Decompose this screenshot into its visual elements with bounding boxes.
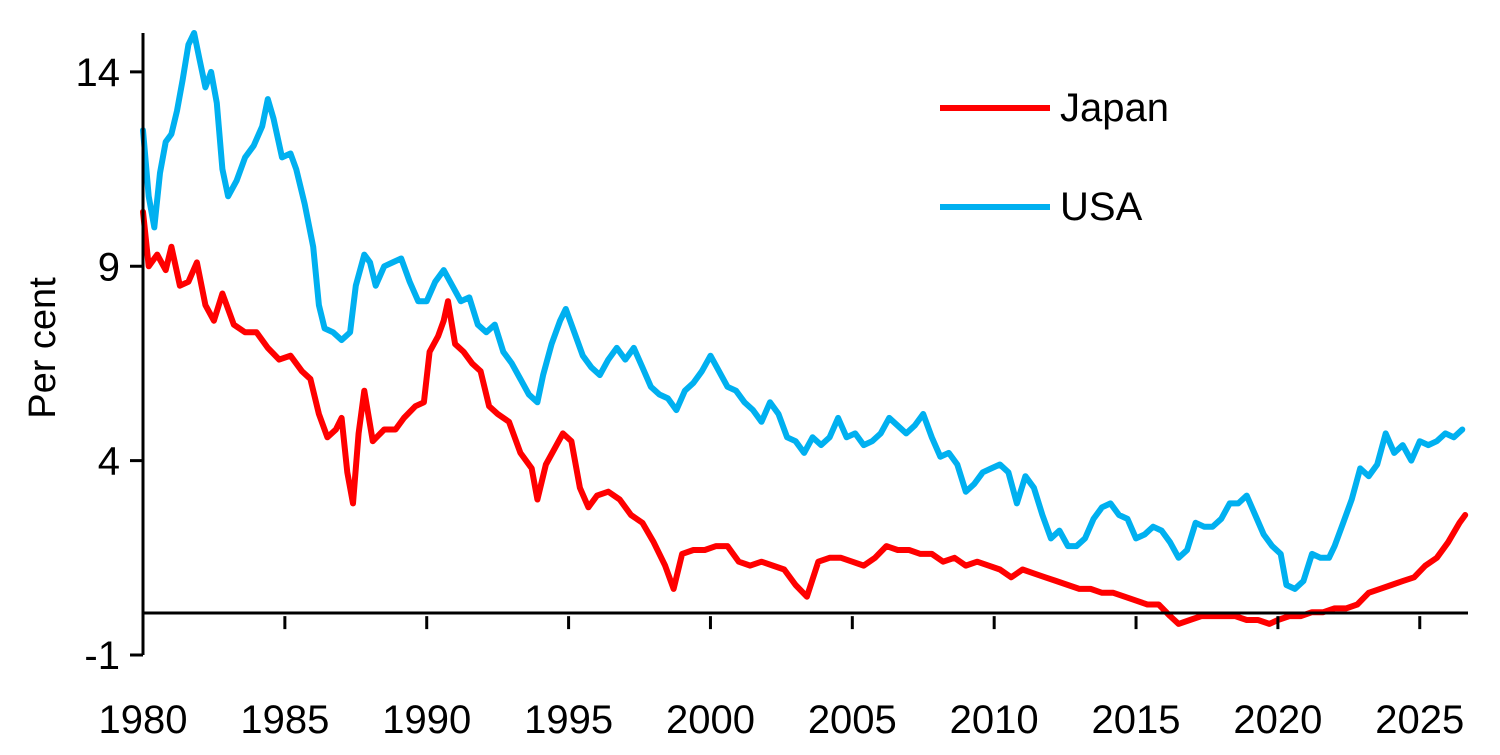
y-tick-label: 4 bbox=[98, 440, 120, 484]
legend-label-usa: USA bbox=[1060, 185, 1143, 229]
x-tick-label: 1980 bbox=[99, 698, 188, 742]
series-line-usa bbox=[140, 30, 1466, 592]
legend: Japan USA bbox=[940, 86, 1169, 229]
y-tick-label: -1 bbox=[84, 634, 120, 678]
y-axis-ticks: -1 4 9 14 bbox=[76, 51, 143, 678]
series-line-japan bbox=[140, 208, 1469, 627]
x-tick-label: 2025 bbox=[1375, 698, 1464, 742]
x-tick-label: 1990 bbox=[382, 698, 471, 742]
x-tick-label: 2015 bbox=[1092, 698, 1181, 742]
x-tick-label: 2000 bbox=[666, 698, 755, 742]
x-axis-ticks: 1980 1985 1990 1995 2000 2005 2010 2015 2020 2025 bbox=[99, 616, 1464, 742]
x-tick-label: 2010 bbox=[950, 698, 1039, 742]
x-tick-label: 1985 bbox=[240, 698, 329, 742]
y-tick-label: 9 bbox=[98, 245, 120, 289]
legend-label-japan: Japan bbox=[1060, 86, 1169, 130]
y-tick-label: 14 bbox=[76, 51, 121, 95]
x-tick-label: 2005 bbox=[808, 698, 897, 742]
series-lines bbox=[140, 30, 1469, 627]
x-tick-label: 2020 bbox=[1233, 698, 1322, 742]
x-tick-label: 1995 bbox=[524, 698, 613, 742]
y-axis-title: Per cent bbox=[22, 277, 64, 419]
